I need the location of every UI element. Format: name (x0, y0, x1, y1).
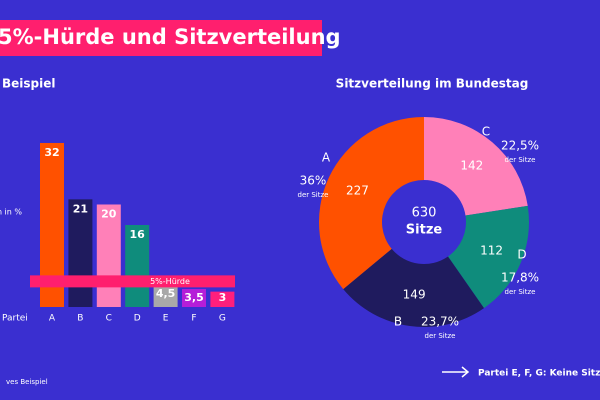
donut-slice (343, 248, 485, 328)
no-seats-note: Partei E, F, G: Keine Sitze (478, 369, 600, 379)
threshold-label: 5%-Hürde (150, 277, 190, 286)
slice-letter: A (322, 151, 331, 165)
bar (210, 291, 235, 307)
threshold-band (30, 275, 235, 288)
x-tick-label: E (163, 314, 169, 324)
donut-total: 630 (412, 206, 437, 221)
slice-letter: B (394, 315, 402, 329)
donut-slice (424, 117, 528, 216)
value-label: 21 (73, 202, 88, 215)
share-note: der Sitze (298, 191, 329, 199)
x-tick-label: C (106, 314, 112, 324)
slice-value-label: 227 (346, 183, 369, 197)
value-label: 20 (101, 207, 117, 220)
value-label: 3 (219, 291, 227, 304)
chart-title: Sitzverteilung im Bundestag (336, 77, 529, 91)
share-note: der Sitze (505, 156, 536, 164)
share-note: der Sitze (505, 288, 536, 296)
value-label: 4,5 (156, 287, 176, 300)
donut-slice (319, 117, 424, 290)
bar (68, 199, 93, 307)
donut-total-label: Sitze (406, 223, 443, 238)
x-tick-label: G (219, 314, 226, 324)
bar (125, 224, 150, 307)
share-note: der Sitze (425, 332, 456, 340)
bar (96, 204, 121, 307)
slice-value-label: 149 (403, 287, 426, 301)
slice-letter: D (517, 248, 526, 262)
title: 5%-Hürde und Sitzverteilung (0, 25, 341, 49)
y-axis-label: mmen in % (0, 208, 22, 217)
x-axis-label: Partei (2, 314, 28, 324)
share-label: 36% (300, 174, 327, 188)
value-label: 3,5 (184, 291, 204, 304)
footnote: ves Beispiel (6, 378, 48, 386)
share-label: 23,7% (421, 315, 459, 329)
slice-value-label: 112 (480, 243, 503, 257)
bar (182, 289, 206, 307)
x-tick-label: B (77, 314, 83, 324)
donut-slice (448, 205, 529, 309)
share-label: 22,5% (501, 139, 539, 153)
slice-letter: C (482, 125, 490, 139)
arrow-head (461, 366, 470, 378)
share-label: 17,8% (501, 271, 539, 285)
title-banner (0, 20, 322, 56)
x-tick-label: D (134, 314, 141, 324)
bar (153, 283, 178, 307)
value-label: 32 (44, 146, 59, 159)
value-label: 16 (130, 228, 146, 241)
slice-value-label: 142 (460, 159, 483, 173)
chart-title: Beispiel (2, 77, 56, 91)
x-tick-label: A (49, 314, 56, 324)
x-tick-label: F (191, 314, 196, 324)
